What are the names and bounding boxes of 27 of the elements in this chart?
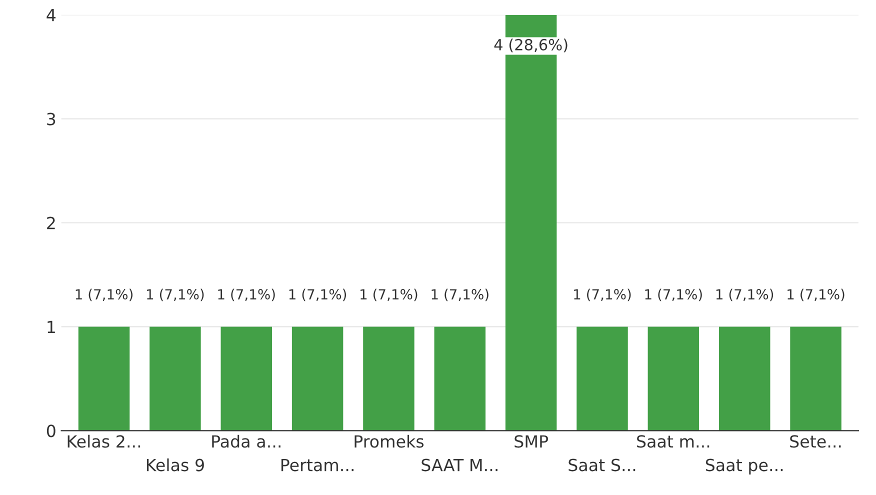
data-label: 1 (7,1%) [788, 288, 844, 302]
x-tick-label: Promeks [354, 434, 424, 448]
x-tick-label: Saat m... [637, 435, 710, 448]
data-label: 1 (7,1%) [432, 288, 488, 302]
y-tick-label: 1 [48, 320, 55, 334]
y-tick-label: 0 [46, 424, 56, 438]
x-tick-label: SAAT M... [422, 458, 498, 472]
x-tick-label: Sete... [790, 435, 841, 448]
x-tick-label: Pada a... [212, 434, 280, 448]
y-tick-label: 2 [47, 216, 55, 230]
y-tick-label: 4 [46, 9, 56, 22]
data-label: 1 (7,1%) [574, 288, 631, 302]
y-tick-label: 3 [47, 112, 56, 126]
x-tick-label: SMP [514, 435, 548, 448]
data-label: 4 (28,6%) [494, 38, 568, 52]
data-label: 1 (7,1%) [360, 288, 418, 302]
x-tick-label: Saat S... [568, 458, 636, 472]
data-label: 1 (7,1%) [289, 288, 346, 302]
data-label: 1 (7,1%) [645, 288, 702, 302]
data-label: 1 (7,1%) [147, 288, 204, 302]
x-tick-label: Pertam... [281, 458, 354, 472]
data-label: 1 (7,1%) [218, 288, 275, 302]
x-tick-label: Saat pe... [706, 458, 783, 475]
x-tick-label: Kelas 9 [146, 458, 204, 472]
data-label: 1 (7,1%) [716, 288, 774, 302]
data-label: 1 (7,1%) [76, 288, 133, 302]
x-tick-label: Kelas 2... [68, 434, 140, 448]
